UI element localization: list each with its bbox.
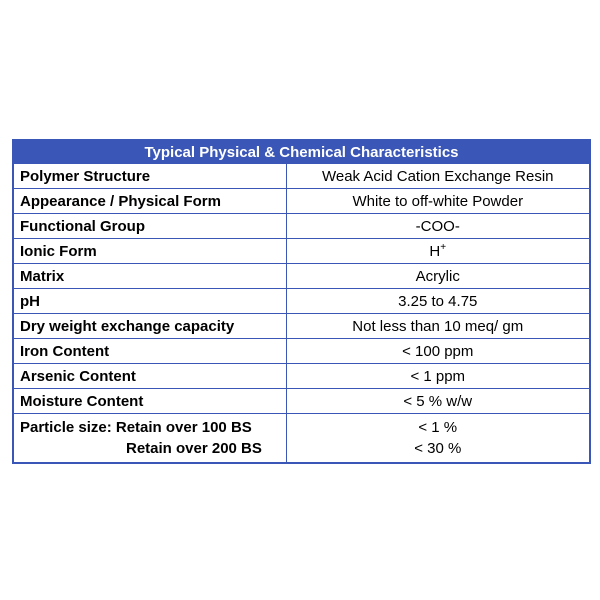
table-row: Arsenic Content < 1 ppm	[12, 363, 591, 389]
table-row: Ionic Form H+	[12, 238, 591, 264]
row-label: Appearance / Physical Form	[12, 188, 287, 214]
particle-size-value-200: < 30 %	[414, 440, 462, 457]
row-value: Weak Acid Cation Exchange Resin	[285, 163, 591, 189]
ionic-form-superscript: +	[440, 242, 447, 253]
particle-size-label-200: Retain over 200 BS	[126, 440, 262, 457]
row-label: Dry weight exchange capacity	[12, 313, 287, 339]
table-title: Typical Physical & Chemical Characterist…	[12, 139, 591, 164]
table-header-row: Typical Physical & Chemical Characterist…	[12, 139, 591, 164]
row-value: -COO-	[285, 213, 591, 239]
table-row-particle-size: Particle size: Retain over 100 BS Retain…	[12, 413, 591, 464]
table-row: Appearance / Physical Form White to off-…	[12, 188, 591, 214]
row-value: H+	[285, 238, 591, 264]
row-value: Not less than 10 meq/ gm	[285, 313, 591, 339]
particle-size-values: < 1 % < 30 %	[285, 413, 591, 464]
table-row: Functional Group -COO-	[12, 213, 591, 239]
row-label: Arsenic Content	[12, 363, 287, 389]
row-label: Moisture Content	[12, 388, 287, 414]
row-label: Ionic Form	[12, 238, 287, 264]
table-row: Iron Content < 100 ppm	[12, 338, 591, 364]
row-value: 3.25 to 4.75	[285, 288, 591, 314]
table-row: Dry weight exchange capacity Not less th…	[12, 313, 591, 339]
table-row: Moisture Content < 5 % w/w	[12, 388, 591, 414]
table-row: Matrix Acrylic	[12, 263, 591, 289]
row-label: Functional Group	[12, 213, 287, 239]
row-label: Polymer Structure	[12, 163, 287, 189]
row-value: White to off-white Powder	[285, 188, 591, 214]
ionic-form-value: H	[429, 243, 441, 260]
row-label: pH	[12, 288, 287, 314]
row-value: < 100 ppm	[285, 338, 591, 364]
table-row: pH 3.25 to 4.75	[12, 288, 591, 314]
row-value: < 1 ppm	[285, 363, 591, 389]
particle-size-labels: Particle size: Retain over 100 BS Retain…	[12, 413, 287, 464]
row-label: Iron Content	[12, 338, 287, 364]
row-label: Matrix	[12, 263, 287, 289]
table-row: Polymer Structure Weak Acid Cation Excha…	[12, 163, 591, 189]
particle-size-label-100: Particle size: Retain over 100 BS	[20, 419, 252, 436]
characteristics-table: Typical Physical & Chemical Characterist…	[12, 139, 592, 464]
row-value: < 5 % w/w	[285, 388, 591, 414]
particle-size-value-100: < 1 %	[418, 419, 458, 436]
row-value: Acrylic	[285, 263, 591, 289]
